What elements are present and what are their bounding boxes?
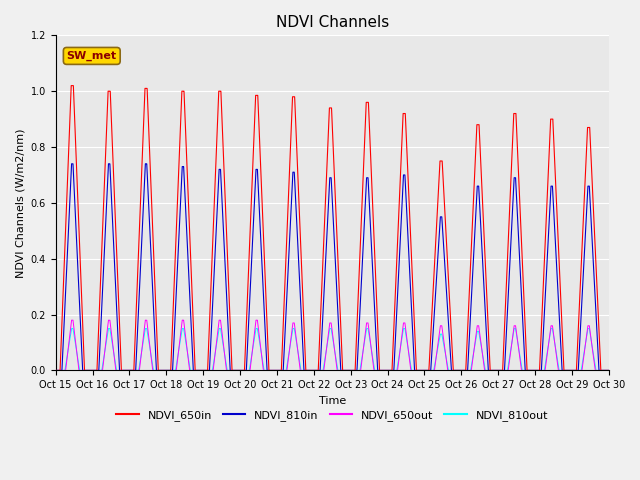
NDVI_650out [409,368,417,373]
NDVI_810out [488,368,495,373]
NDVI_810out [52,368,60,373]
NDVI_810out [259,360,267,366]
NDVI_810in [164,368,172,373]
NDVI_650out [605,368,612,373]
NDVI_650in [409,281,417,287]
NDVI_810in [603,368,611,373]
NDVI_650in [605,368,612,373]
Legend: NDVI_650in, NDVI_810in, NDVI_650out, NDVI_810out: NDVI_650in, NDVI_810in, NDVI_650out, NDV… [112,406,552,425]
NDVI_650out [259,363,267,369]
NDVI_810out [164,368,172,373]
Title: NDVI Channels: NDVI Channels [276,15,389,30]
NDVI_650out [488,368,495,373]
NDVI_810out [409,368,417,373]
NDVI_810in [488,368,495,373]
NDVI_810out [68,325,76,331]
NDVI_810in [605,368,612,373]
NDVI_810in [68,161,76,167]
NDVI_650in [67,83,75,88]
Y-axis label: NDVI Channels (W/m2/nm): NDVI Channels (W/m2/nm) [15,128,25,277]
Text: SW_met: SW_met [67,51,117,61]
NDVI_810in [52,368,60,373]
NDVI_810out [605,368,612,373]
Line: NDVI_650out: NDVI_650out [56,320,609,371]
NDVI_810in [170,336,178,342]
NDVI_650out [603,368,611,373]
X-axis label: Time: Time [319,396,346,406]
NDVI_650in [603,368,611,373]
NDVI_650in [488,368,495,373]
NDVI_810in [409,329,417,335]
NDVI_810out [170,368,178,373]
NDVI_650out [164,368,172,373]
Line: NDVI_650in: NDVI_650in [56,85,609,371]
NDVI_810out [603,368,611,373]
Line: NDVI_810in: NDVI_810in [56,164,609,371]
NDVI_650in [259,218,267,224]
NDVI_650in [170,283,178,289]
NDVI_810in [259,280,267,286]
Line: NDVI_810out: NDVI_810out [56,328,609,371]
NDVI_650in [164,368,172,373]
NDVI_650out [52,368,60,373]
NDVI_650out [170,368,178,373]
NDVI_650in [52,368,60,373]
NDVI_650out [68,317,76,323]
